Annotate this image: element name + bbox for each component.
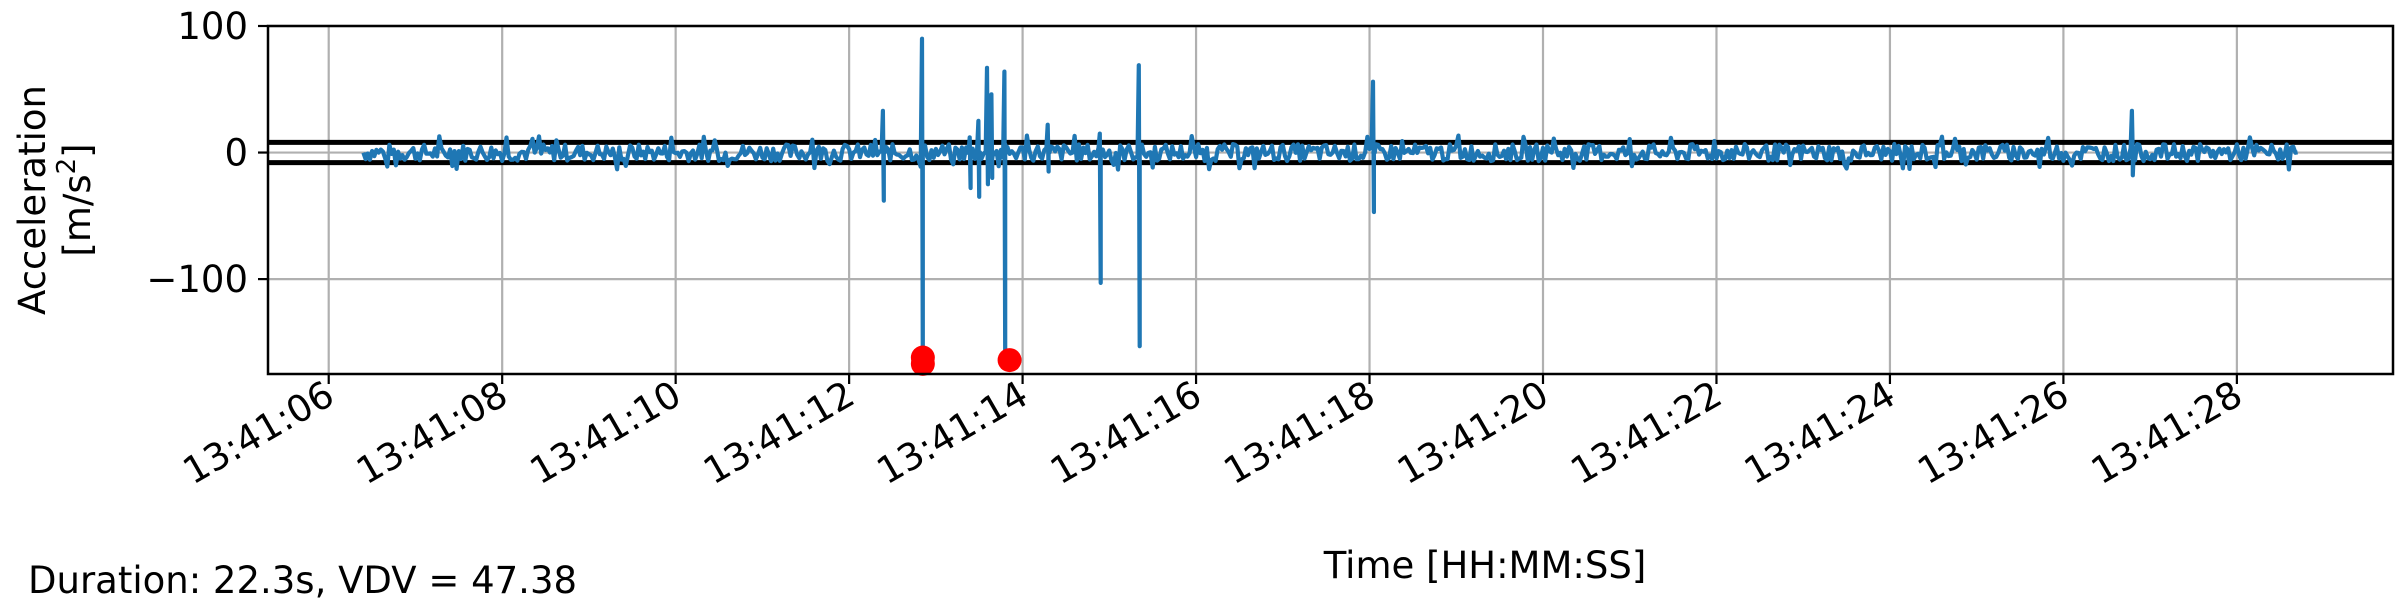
- peak-marker: [910, 351, 935, 376]
- y-axis-title-line2: [m/s2]: [52, 143, 99, 256]
- y-tick-label: 0: [224, 132, 248, 175]
- x-tick-label: 13:41:16: [1043, 373, 1208, 493]
- x-tick-label: 13:41:22: [1564, 373, 1729, 493]
- x-tick-label: 13:41:20: [1390, 373, 1555, 493]
- x-tick-label: 13:41:12: [696, 373, 861, 493]
- y-tick-label: 100: [177, 5, 248, 48]
- y-axis-unit-prefix: [m/s: [56, 174, 99, 256]
- y-tick-label: −100: [146, 258, 248, 301]
- peak-marker: [997, 348, 1022, 373]
- x-tick-label: 13:41:10: [523, 373, 688, 493]
- x-tick-label: 13:41:08: [349, 373, 514, 493]
- x-axis-title: Time [HH:MM:SS]: [1323, 544, 1647, 587]
- y-axis-title-line1: Acceleration: [11, 85, 54, 315]
- x-tick-label: 13:41:18: [1217, 373, 1382, 493]
- duration-vdv-summary: Duration: 22.3s, VDV = 47.38: [28, 559, 577, 600]
- y-axis: 100 0 −100: [146, 5, 268, 301]
- y-axis-unit-superscript: 2: [52, 158, 82, 175]
- x-axis: 13:41:06 13:41:08 13:41:10 13:41:12 13:41:14…: [176, 373, 2250, 493]
- x-tick-label: 13:41:24: [1737, 373, 1902, 493]
- y-axis-unit-suffix: ]: [56, 143, 99, 157]
- series-line: [361, 36, 2298, 370]
- peak-markers: [910, 345, 1022, 376]
- x-tick-label: 13:41:06: [176, 373, 341, 493]
- x-tick-label: 13:41:28: [2084, 373, 2249, 493]
- grid: [268, 24, 2393, 374]
- series-acceleration: [361, 36, 2298, 370]
- x-tick-label: 13:41:26: [1910, 373, 2075, 493]
- x-tick-label: 13:41:14: [870, 373, 1035, 493]
- plot-frame: [266, 24, 2395, 376]
